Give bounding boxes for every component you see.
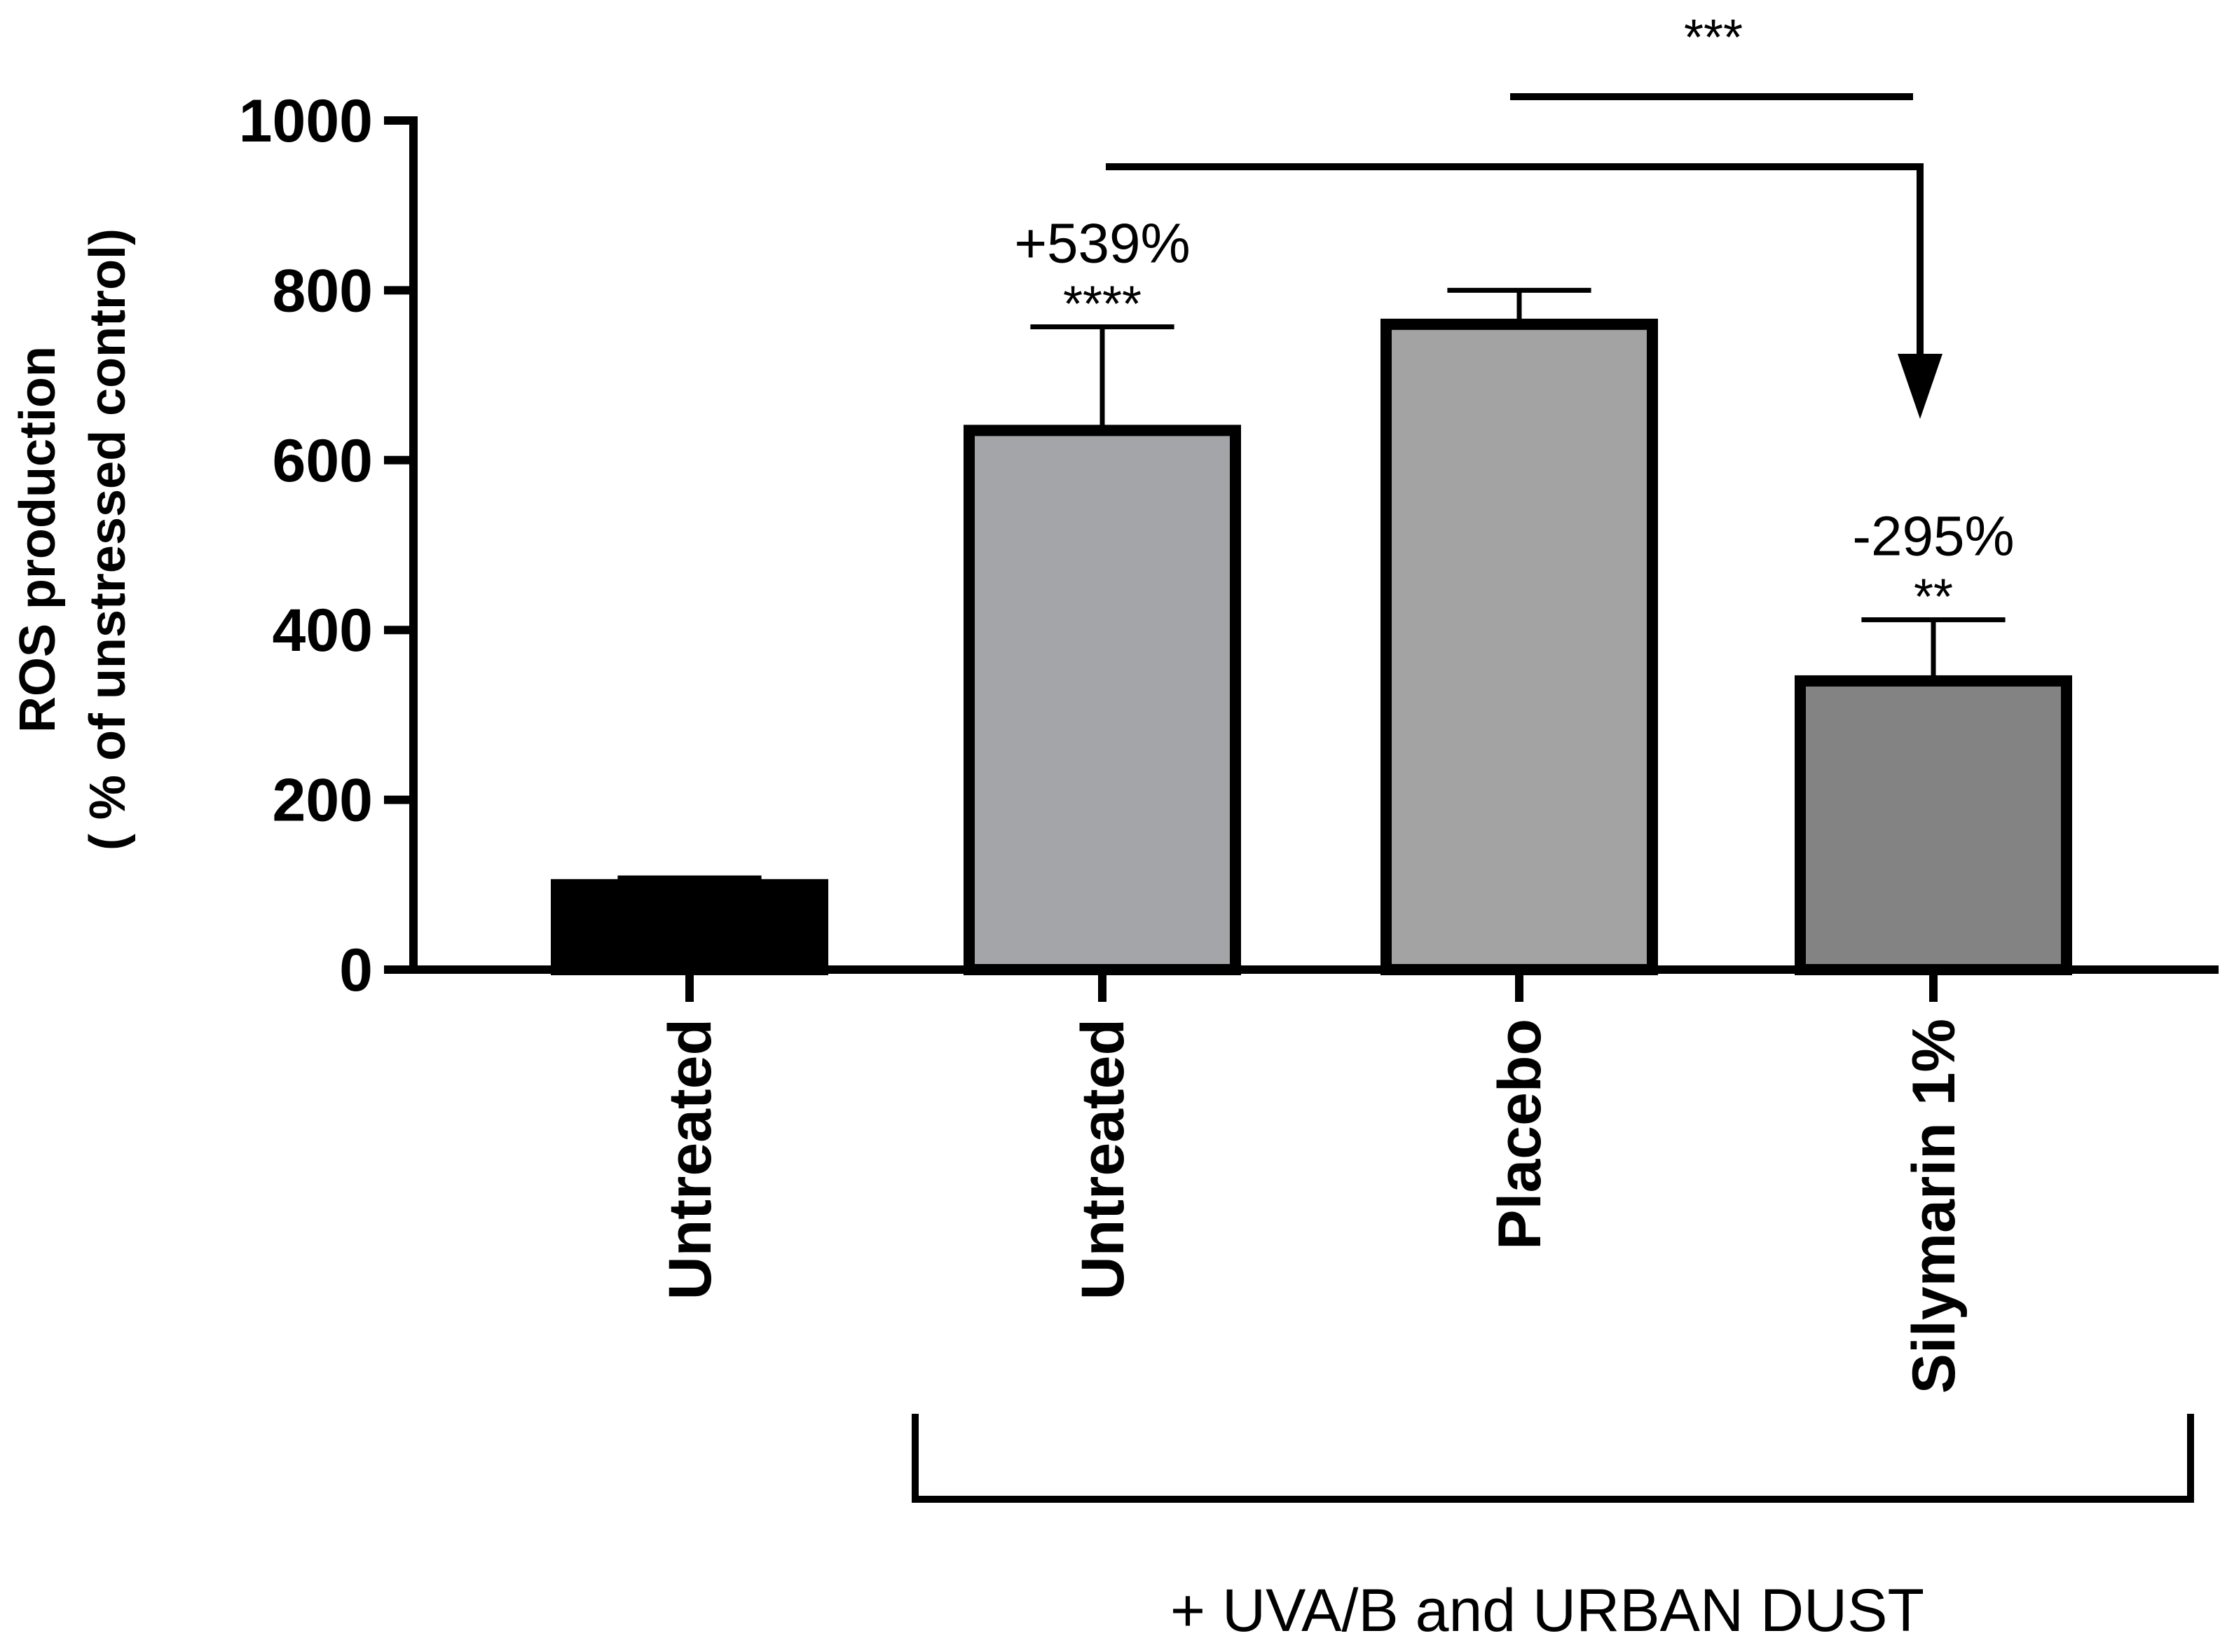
y-tick-label: 0 (339, 937, 373, 1004)
x-tick-label: Silymarin 1% (1900, 1019, 1968, 1393)
percent-change-label: +539% (1014, 212, 1190, 275)
bar (1380, 318, 1658, 975)
y-tick-label: 1000 (239, 88, 373, 155)
significance-stars: **** (1063, 277, 1142, 333)
x-tick-label: Untreated (657, 1019, 724, 1300)
y-tick-label: 600 (273, 427, 374, 495)
annotations: ****+539% **-295% (1014, 212, 2014, 626)
x-tick-label: Placebo (1486, 1019, 1554, 1250)
y-tick-label: 800 (273, 257, 374, 324)
bar (964, 425, 1241, 975)
x-tick-label: Untreated (1069, 1019, 1137, 1300)
x-axis-ticks: Untreated Untreated Placebo Silymarin 1% (657, 970, 1968, 1393)
significance-stars: ** (1914, 570, 1953, 626)
y-tick-label: 400 (273, 597, 374, 664)
bar (551, 879, 828, 976)
y-tick-label: 200 (273, 767, 374, 834)
bar (1795, 675, 2072, 975)
y-axis-label-line1: ROS production (10, 346, 66, 733)
group-bracket (912, 1414, 2194, 1503)
comparison-arrow-line (1106, 163, 1924, 364)
y-axis-label-line2: ( % of unstressed control) (80, 228, 136, 851)
y-axis-ticks: 0 200 400 600 800 1000 (239, 88, 413, 1004)
percent-change-label: -295% (1852, 505, 2014, 567)
comparison-significance: *** (1684, 10, 1743, 66)
group-label: + UVA/B and URBAN DUST (1170, 1577, 1924, 1644)
comparison-arrow-head (1898, 354, 1942, 419)
bars (551, 287, 2072, 976)
